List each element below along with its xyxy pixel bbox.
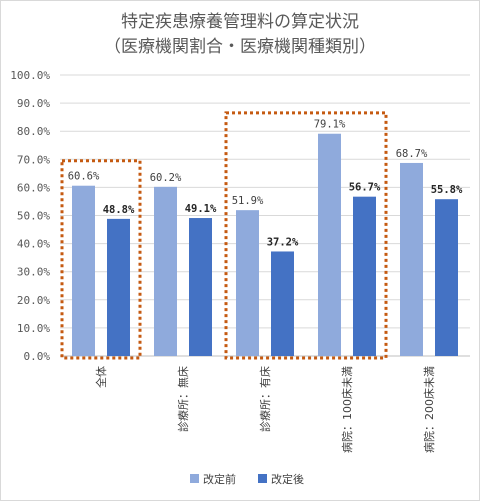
y-tick-label: 40.0%: [17, 238, 50, 251]
data-label: 37.2%: [267, 236, 299, 248]
chart-title: 特定疾患療養管理料の算定状況: [121, 12, 359, 32]
y-tick-label: 70.0%: [17, 153, 50, 166]
y-tick-label: 100.0%: [10, 69, 50, 82]
data-label: 79.1%: [314, 119, 346, 131]
legend-swatch: [190, 474, 199, 483]
bar-before: [72, 185, 95, 356]
bar-after: [435, 199, 458, 356]
bar-before: [400, 162, 423, 356]
y-tick-label: 60.0%: [17, 181, 50, 194]
y-tick-label: 20.0%: [17, 294, 50, 307]
highlight-box: [224, 111, 388, 360]
legend-label: 改定後: [271, 472, 304, 486]
bar-after: [107, 218, 130, 356]
category-label: 病院：100床未満: [340, 366, 354, 453]
y-tick-label: 10.0%: [17, 322, 50, 335]
category-label: 病院：200床未満: [422, 366, 436, 453]
y-tick-label: 30.0%: [17, 266, 50, 279]
data-label: 68.7%: [396, 148, 428, 160]
bar-before: [154, 186, 177, 356]
data-label: 60.2%: [150, 172, 182, 184]
category-label: 診療所：無床: [176, 366, 190, 432]
data-label: 60.6%: [68, 171, 100, 183]
bar-before: [318, 133, 341, 356]
legend-label: 改定前: [203, 472, 236, 486]
data-label: 56.7%: [349, 182, 381, 194]
highlight-box: [60, 159, 142, 360]
y-tick-label: 90.0%: [17, 97, 50, 110]
bar-before: [236, 210, 259, 356]
y-tick-label: 50.0%: [17, 210, 50, 223]
category-label: 診療所：有床: [258, 366, 272, 432]
legend-swatch: [258, 474, 267, 483]
bar-after: [189, 218, 212, 356]
data-label: 51.9%: [232, 195, 264, 207]
bar-after: [353, 196, 376, 356]
category-label: 全体: [94, 366, 108, 388]
data-label: 48.8%: [103, 204, 135, 216]
data-label: 49.1%: [185, 203, 217, 215]
chart-subtitle: （医療機関割合・医療機関種類別）: [104, 37, 376, 57]
y-tick-label: 80.0%: [17, 125, 50, 138]
bar-after: [271, 251, 294, 356]
y-tick-label: 0.0%: [24, 350, 51, 363]
data-label: 55.8%: [431, 184, 463, 196]
